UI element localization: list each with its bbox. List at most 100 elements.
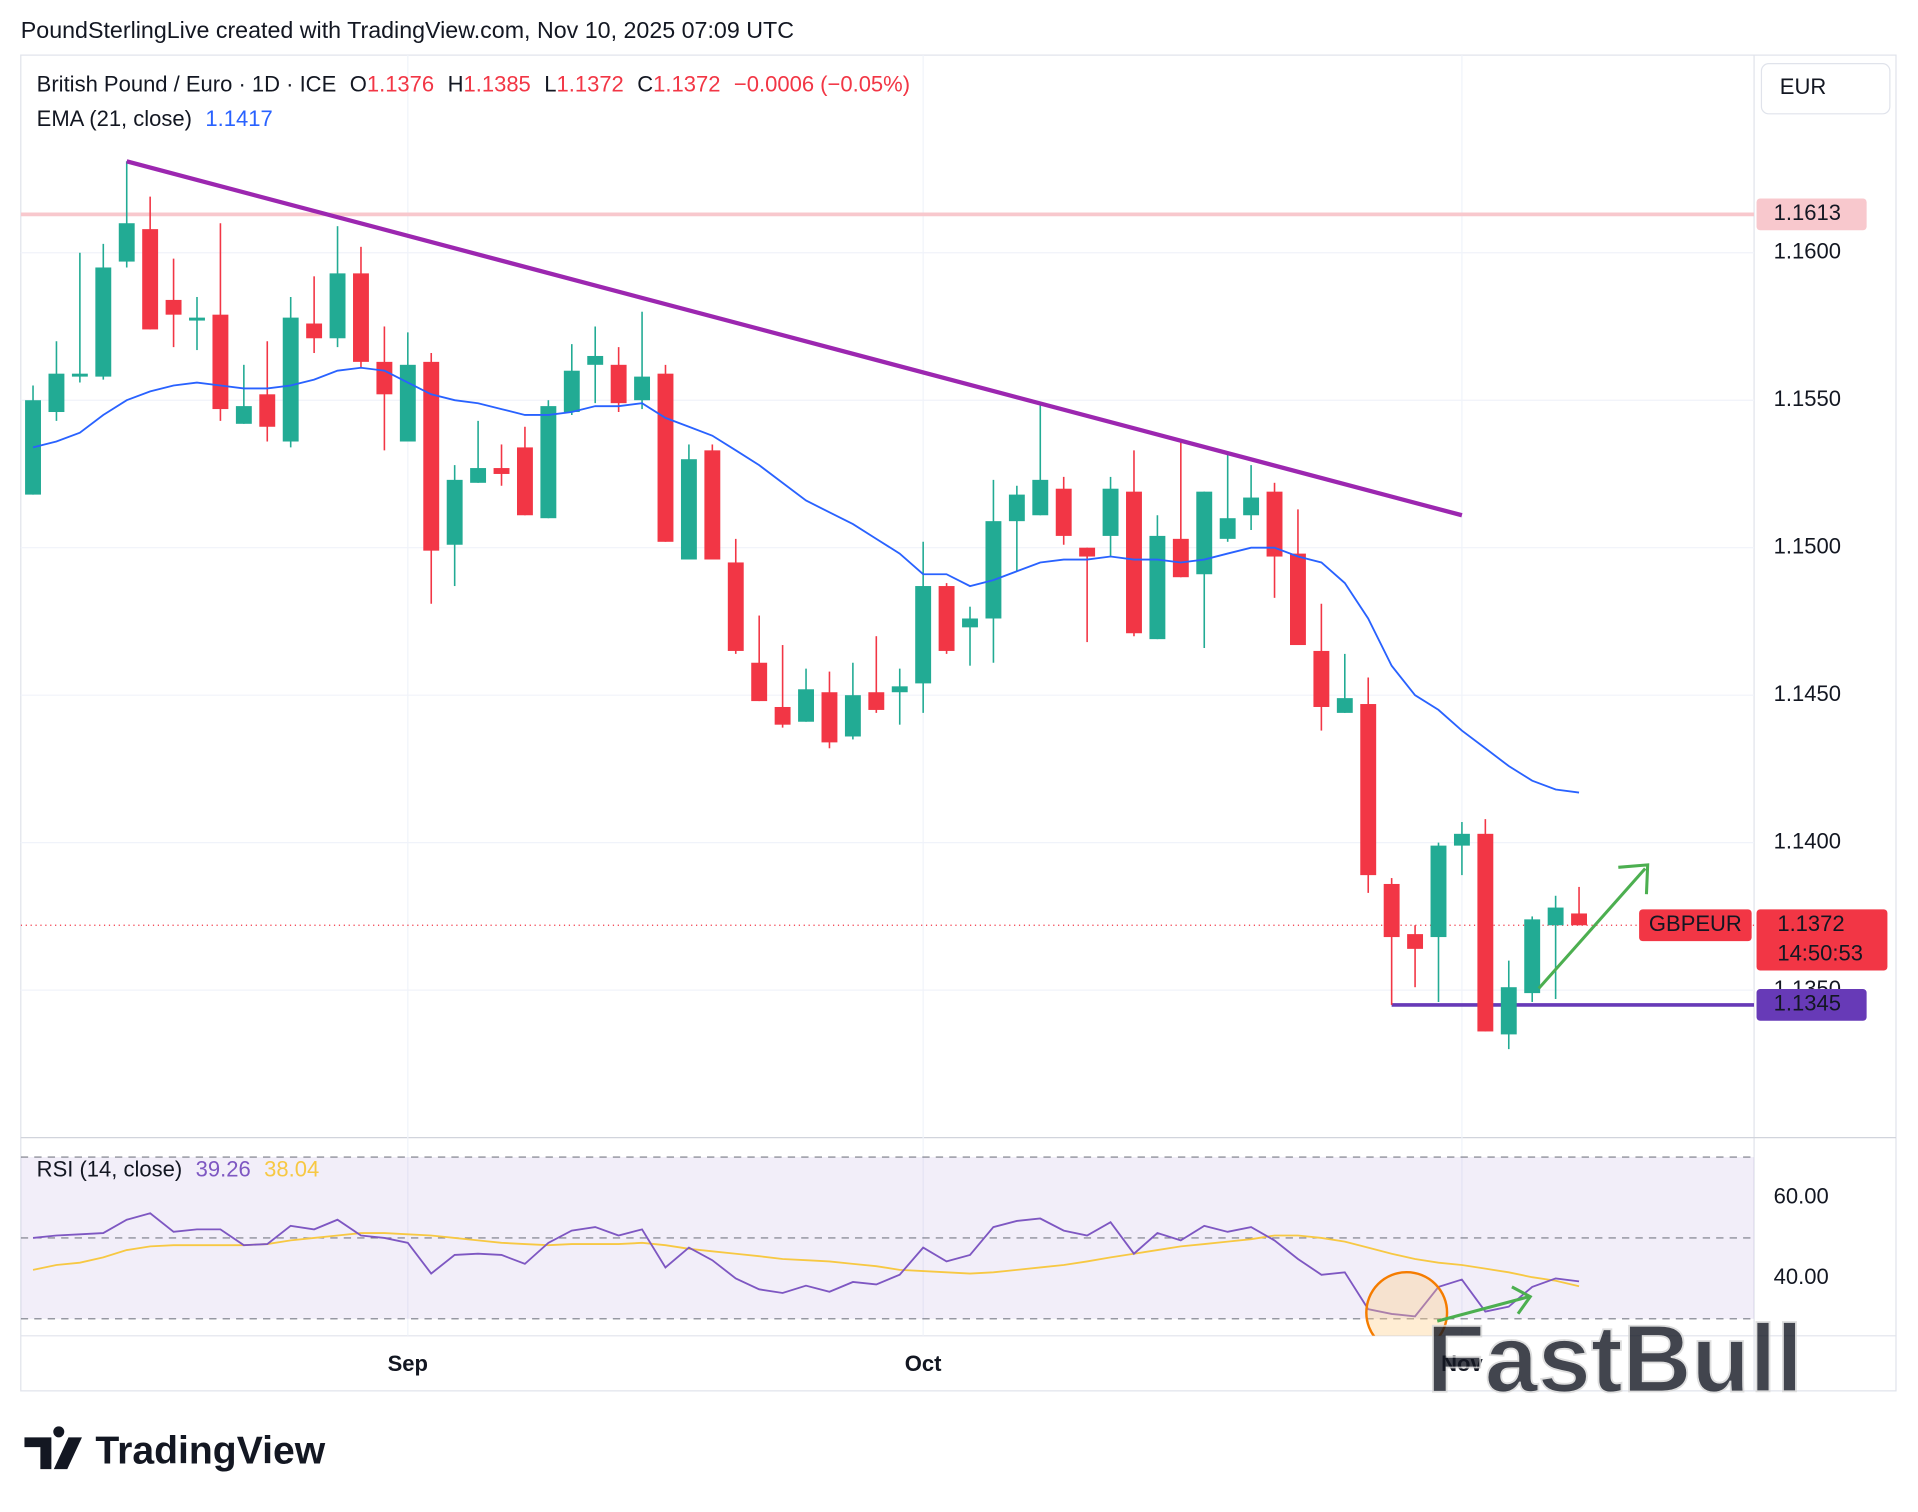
rsi-annotations <box>1365 1270 1533 1336</box>
x-tick-label: Sep <box>388 1351 428 1376</box>
candle-body <box>376 361 393 395</box>
candle-body <box>1196 491 1213 575</box>
ohlc-value: 1.1376 <box>367 71 434 96</box>
last-price: 1.1372 <box>1777 911 1844 936</box>
candle-body <box>985 521 1002 619</box>
ohlc-label: H <box>448 71 464 96</box>
candle-body <box>1172 538 1189 578</box>
arrow-line <box>1537 867 1647 990</box>
candle-body <box>1032 479 1049 516</box>
currency[interactable]: EUR <box>1780 74 1826 99</box>
candle-body <box>844 695 861 737</box>
y-tick-label: 1.1400 <box>1774 828 1841 853</box>
candle-body <box>142 229 159 330</box>
ema-line <box>32 366 1580 794</box>
price-label-box <box>1756 989 1867 1021</box>
candle-body <box>1219 518 1236 539</box>
candle-body <box>95 267 112 377</box>
candle-body <box>1336 698 1353 713</box>
candle-body <box>235 406 252 424</box>
arrow-line <box>1436 1295 1530 1323</box>
ema-value: 1.1417 <box>205 106 272 131</box>
candle-body <box>634 376 651 401</box>
candle-body <box>329 273 346 339</box>
candle-body <box>71 373 88 377</box>
logo-mark <box>24 1426 82 1470</box>
main-pane <box>20 159 1755 1050</box>
annotations <box>1537 863 1650 990</box>
candle-body <box>1079 547 1096 557</box>
y-tick-label: 1.1600 <box>1774 239 1841 264</box>
candle-body <box>48 373 65 413</box>
candle-body <box>540 406 557 519</box>
candle-body <box>1149 535 1166 640</box>
ema-name: EMA (21, close) <box>37 106 192 131</box>
candle-body <box>704 450 721 560</box>
candle-body <box>1266 491 1283 557</box>
candle-body <box>1500 987 1517 1035</box>
logo-text: TradingView <box>95 1430 325 1473</box>
price-label: 1.1613 <box>1774 200 1841 225</box>
arrow-head <box>1511 1285 1533 1315</box>
arrow-head <box>1618 863 1650 895</box>
rsi-line <box>32 1212 1580 1318</box>
grid <box>20 55 1755 1336</box>
candle-body <box>1102 488 1119 536</box>
candle-body <box>1383 883 1400 938</box>
candle-body <box>1313 650 1330 707</box>
ohlc-value: 1.1385 <box>464 71 531 96</box>
candle-body <box>1243 497 1260 516</box>
x-tick-label: Oct <box>905 1351 942 1376</box>
candle-body <box>470 468 487 483</box>
candle-body <box>282 317 299 442</box>
candle-body <box>516 447 533 516</box>
rsi-legend: RSI (14, close) 39.26 38.04 <box>37 1156 320 1181</box>
candle-body <box>727 562 744 651</box>
y-tick-label: 1.1550 <box>1774 386 1841 411</box>
y-tick-label: 1.1500 <box>1774 534 1841 559</box>
candle-body <box>189 317 205 321</box>
candle-body <box>1126 491 1142 634</box>
x-tick-label: Nov <box>1441 1351 1483 1376</box>
candle-body <box>423 361 440 551</box>
candle-body <box>915 586 932 684</box>
candle-body <box>446 479 463 545</box>
candle-body <box>1055 488 1072 536</box>
watermark: FastBull <box>1426 1307 1802 1413</box>
candle-body <box>962 618 978 628</box>
candle-body <box>868 692 885 710</box>
currency-button[interactable] <box>1760 63 1891 115</box>
ema-legend: EMA (21, close) 1.1417 <box>37 106 273 131</box>
rsi-tick-label: 40.00 <box>1774 1264 1829 1289</box>
countdown: 14:50:53 <box>1777 940 1863 965</box>
candle-body <box>1407 934 1424 949</box>
candle-body <box>259 394 276 427</box>
candle-body <box>1453 833 1470 846</box>
candle-body <box>399 364 416 442</box>
highlight-circle <box>1365 1270 1449 1336</box>
change: −0.0006 (−0.05%) <box>734 71 910 96</box>
candle-body <box>353 273 369 362</box>
price-label-box <box>1756 198 1867 231</box>
candle-body <box>891 686 908 693</box>
candle-body <box>563 370 580 413</box>
header: PoundSterlingLive created with TradingVi… <box>21 17 794 43</box>
symbol-tag: GBPEUR <box>1649 911 1742 936</box>
candle-body <box>1360 704 1377 876</box>
candle-body <box>1290 553 1306 646</box>
candle-body <box>1571 913 1587 926</box>
chart-frame <box>20 54 1897 1392</box>
candle-body <box>751 662 768 702</box>
ohlc-label: C <box>637 71 653 96</box>
candle-body <box>938 586 955 651</box>
candle-body <box>1547 907 1564 926</box>
candle-body <box>680 459 697 560</box>
candle-body <box>1008 494 1025 522</box>
symbol-title: British Pound / Euro · 1D · ICE <box>37 71 337 96</box>
symbol-tag-box <box>1639 909 1752 942</box>
legend: British Pound / Euro · 1D · ICE O1.1376 … <box>37 71 910 96</box>
